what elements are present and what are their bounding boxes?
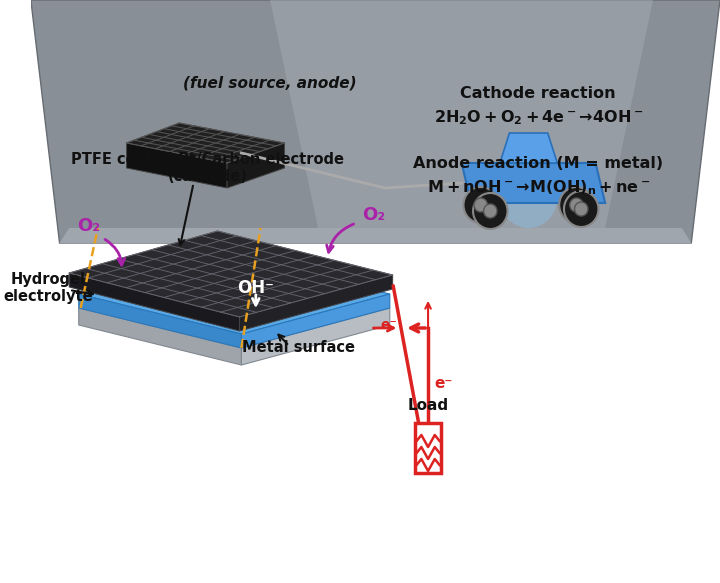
Text: O₂: O₂ xyxy=(362,206,385,224)
Text: e⁻: e⁻ xyxy=(380,318,397,332)
Polygon shape xyxy=(78,294,241,348)
Polygon shape xyxy=(227,143,284,188)
Polygon shape xyxy=(127,143,227,188)
Circle shape xyxy=(484,204,497,218)
Text: (fuel source, anode): (fuel source, anode) xyxy=(184,76,357,90)
Polygon shape xyxy=(60,228,691,243)
Text: Metal surface: Metal surface xyxy=(243,340,356,356)
Polygon shape xyxy=(78,254,390,334)
Polygon shape xyxy=(78,308,241,365)
Polygon shape xyxy=(69,273,240,331)
Text: Hydrogel
electrolyte: Hydrogel electrolyte xyxy=(4,272,93,304)
Circle shape xyxy=(464,187,498,223)
Text: $\mathbf{M + nOH^-\!\rightarrow\! M(OH)_n + ne^-}$: $\mathbf{M + nOH^-\!\rightarrow\! M(OH)_… xyxy=(426,178,649,198)
Text: Cathode reaction: Cathode reaction xyxy=(460,86,616,100)
Circle shape xyxy=(564,191,598,227)
Circle shape xyxy=(474,198,487,212)
Polygon shape xyxy=(241,294,390,348)
Polygon shape xyxy=(462,163,605,203)
Circle shape xyxy=(570,198,583,212)
Text: PTFE coated Pt/Carbon electrode
(cathode): PTFE coated Pt/Carbon electrode (cathode… xyxy=(71,152,344,184)
Polygon shape xyxy=(78,268,390,348)
Polygon shape xyxy=(69,231,392,317)
Text: Load: Load xyxy=(408,398,449,413)
FancyBboxPatch shape xyxy=(415,423,441,473)
Polygon shape xyxy=(241,308,390,365)
Circle shape xyxy=(575,202,588,216)
Polygon shape xyxy=(31,0,720,243)
Circle shape xyxy=(559,187,594,223)
Text: e⁻: e⁻ xyxy=(435,375,453,391)
Text: Anode reaction (M = metal): Anode reaction (M = metal) xyxy=(413,156,663,170)
Polygon shape xyxy=(240,275,392,331)
Text: O₂: O₂ xyxy=(77,217,100,235)
Polygon shape xyxy=(270,0,653,228)
Text: OH⁻: OH⁻ xyxy=(238,279,274,297)
Circle shape xyxy=(500,168,557,228)
Polygon shape xyxy=(500,133,557,163)
Circle shape xyxy=(473,193,508,229)
Text: $\mathbf{2H_2O + O_2 + 4e^-\!\rightarrow\! 4OH^-}$: $\mathbf{2H_2O + O_2 + 4e^-\!\rightarrow… xyxy=(433,108,643,127)
Polygon shape xyxy=(127,123,284,163)
